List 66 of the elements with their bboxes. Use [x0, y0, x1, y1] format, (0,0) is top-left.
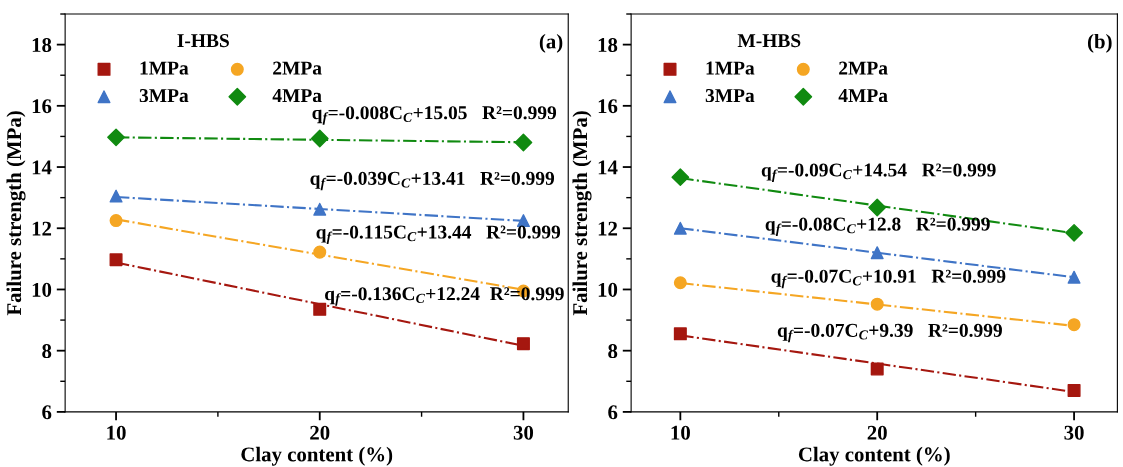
- point: [109, 189, 123, 203]
- point: [870, 297, 884, 311]
- point: [514, 133, 533, 152]
- x-tick-label: 20: [310, 425, 330, 440]
- y-tick-label: 12: [32, 221, 52, 236]
- legend-label: 2MPa: [273, 61, 322, 75]
- annotation: (a): [539, 33, 563, 53]
- annotation: q$_{f}$=-0.136C$_{C}$+12.24 R²=0.999: [325, 287, 564, 306]
- y-axis-title: Failure strength (MPa): [6, 111, 26, 316]
- x-axis-title: Clay content (%): [798, 446, 950, 466]
- y-axis-title: Failure strength (MPa): [572, 111, 592, 316]
- point: [1065, 223, 1083, 242]
- y-tick-label: 16: [598, 99, 618, 114]
- annotation: q$_{f}$=-0.07C$_{C}$+9.39 R²=0.999: [777, 323, 1002, 343]
- point: [516, 337, 530, 351]
- y-tick-label: 6: [42, 405, 52, 420]
- y-tick-label: 6: [608, 405, 618, 420]
- y-tick-label: 14: [598, 160, 618, 175]
- point: [109, 253, 123, 267]
- point: [870, 246, 884, 260]
- legend-label: 1MPa: [706, 61, 755, 75]
- legend-label: 3MPa: [139, 89, 189, 103]
- y-tick-label: 16: [32, 99, 52, 114]
- legend-title: M-HBS: [737, 34, 801, 48]
- x-tick-label: 10: [671, 425, 690, 440]
- y-tick-label: 14: [32, 160, 52, 175]
- point: [673, 327, 687, 341]
- annotation: q$_{f}$=-0.09C$_{C}$+14.54 R²=0.999: [761, 163, 996, 182]
- y-tick-label: 10: [598, 282, 618, 297]
- legend-title: I-HBS: [177, 34, 229, 48]
- legend-label: 4MPa: [272, 89, 322, 103]
- point: [673, 276, 687, 290]
- annotation: q$_{f}$=-0.08C$_{C}$+12.8 R²=0.999: [765, 217, 990, 237]
- y-tick-label: 8: [42, 344, 52, 359]
- point: [313, 245, 327, 259]
- point: [313, 202, 327, 216]
- point: [1067, 270, 1081, 284]
- annotation: q$_{f}$=-0.008C$_{C}$+15.05 R²=0.999: [312, 106, 557, 125]
- point: [868, 198, 887, 217]
- point: [870, 362, 884, 376]
- legend-label: 4MPa: [838, 89, 888, 103]
- y-tick-label: 18: [598, 37, 618, 53]
- point: [310, 129, 329, 148]
- legend-label: 1MPa: [140, 61, 189, 75]
- point: [671, 168, 690, 187]
- legend-label: 3MPa: [705, 89, 755, 103]
- y-tick-label: 10: [32, 282, 52, 297]
- x-tick-label: 10: [107, 425, 126, 440]
- annotation: q$_{f}$=-0.039C$_{C}$+13.41 R²=0.999: [310, 171, 555, 191]
- y-tick-label: 12: [598, 221, 618, 236]
- point: [1067, 318, 1081, 332]
- point: [109, 214, 123, 228]
- y-tick-label: 18: [32, 37, 52, 53]
- x-tick-label: 30: [513, 425, 534, 440]
- legend-label: 2MPa: [839, 61, 888, 75]
- point: [313, 302, 327, 316]
- y-tick-label: 8: [608, 344, 618, 359]
- x-tick-label: 20: [867, 425, 887, 440]
- x-tick-label: 30: [1064, 425, 1084, 440]
- annotation: (b): [1087, 33, 1112, 53]
- annotation: q$_{f}$=-0.115C$_{C}$+13.44 R²=0.999: [316, 225, 561, 245]
- point: [107, 128, 125, 147]
- point: [1067, 383, 1081, 397]
- annotation: q$_{f}$=-0.07C$_{C}$+10.91 R²=0.999: [771, 269, 1006, 289]
- x-axis-title: Clay content (%): [241, 446, 393, 466]
- point: [673, 221, 687, 235]
